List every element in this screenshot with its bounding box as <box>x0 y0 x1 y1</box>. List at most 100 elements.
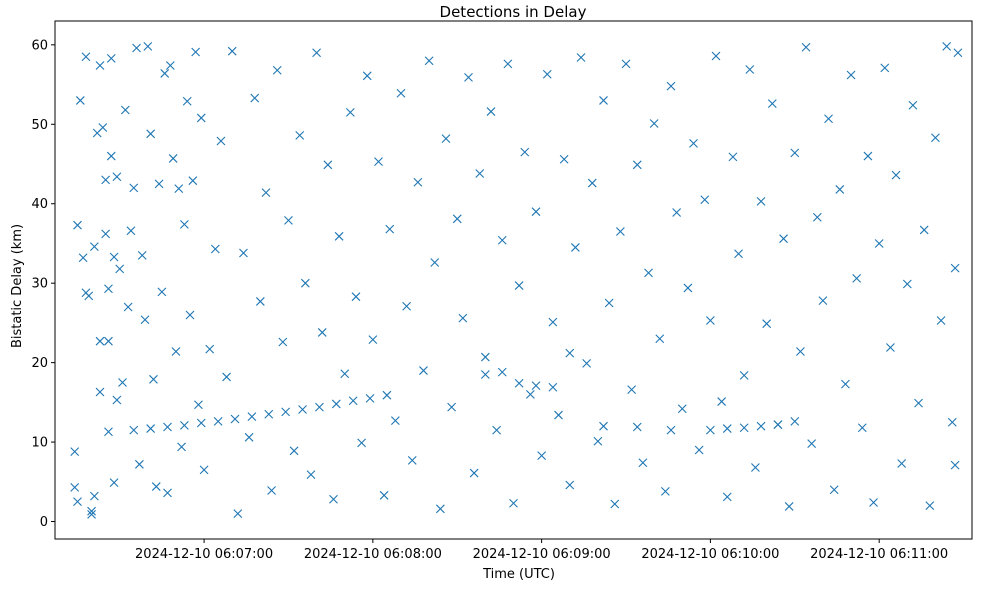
data-point <box>129 425 139 435</box>
data-point <box>210 244 220 254</box>
data-point <box>711 51 721 61</box>
data-point <box>247 412 257 422</box>
data-point <box>480 370 490 379</box>
data-point <box>480 352 490 362</box>
data-point <box>880 63 890 73</box>
data-point <box>188 176 198 186</box>
data-point <box>565 348 575 358</box>
data-point <box>857 423 867 433</box>
data-point <box>891 170 901 180</box>
data-point <box>734 249 743 259</box>
data-point <box>616 227 625 236</box>
data-point <box>334 231 344 241</box>
data-point <box>402 301 411 311</box>
data-point <box>717 397 727 406</box>
data-point <box>312 48 321 58</box>
data-point <box>171 347 181 356</box>
data-point <box>146 424 156 433</box>
data-point <box>284 216 293 225</box>
data-point <box>255 297 265 306</box>
data-point <box>728 152 738 162</box>
data-point <box>779 234 788 244</box>
data-point <box>81 52 91 62</box>
data-point <box>638 458 648 468</box>
data-point <box>537 451 547 460</box>
data-point <box>112 172 122 182</box>
data-point <box>115 264 125 274</box>
data-point <box>106 151 116 161</box>
data-point <box>796 347 805 356</box>
data-point <box>104 336 113 346</box>
data-point <box>89 491 99 501</box>
data-point <box>70 447 80 456</box>
data-point <box>149 374 158 384</box>
data-point <box>112 395 122 405</box>
data-point <box>666 81 676 91</box>
data-point <box>165 61 175 70</box>
data-point <box>213 417 223 426</box>
data-point <box>267 486 276 495</box>
y-tick-label: 10 <box>31 436 48 451</box>
data-point <box>582 359 592 368</box>
data-point <box>919 225 929 235</box>
data-point <box>233 509 243 518</box>
x-tick-label: 2024-12-10 06:07:00 <box>135 547 273 562</box>
data-point <box>706 316 715 325</box>
data-point <box>447 402 457 412</box>
data-point <box>180 421 189 430</box>
y-tick-label: 40 <box>31 197 48 212</box>
y-tick-label: 50 <box>31 118 48 133</box>
data-point <box>745 65 755 74</box>
data-point <box>435 504 445 514</box>
data-point <box>801 42 811 52</box>
data-point <box>610 499 620 509</box>
data-point <box>323 160 333 170</box>
data-point <box>531 381 541 391</box>
data-point <box>104 284 113 294</box>
data-point <box>807 439 817 449</box>
data-point <box>936 316 946 325</box>
data-point <box>182 96 192 106</box>
data-point <box>706 425 715 435</box>
data-point <box>950 263 960 273</box>
data-point <box>205 344 215 354</box>
data-point <box>497 367 507 377</box>
data-point <box>390 416 400 426</box>
data-point <box>345 107 355 117</box>
data-point <box>118 378 127 387</box>
y-axis: 0 10 20 30 40 50 60 <box>31 38 55 530</box>
data-point <box>661 486 670 496</box>
data-point <box>700 195 710 205</box>
data-point <box>419 366 428 375</box>
y-tick-label: 30 <box>31 277 48 292</box>
data-point <box>542 69 552 79</box>
data-point <box>222 372 231 382</box>
data-point <box>239 248 248 258</box>
data-point <box>374 157 383 167</box>
data-point <box>931 133 940 143</box>
data-point <box>151 482 161 491</box>
data-point <box>300 278 310 288</box>
data-point <box>570 243 580 252</box>
data-point <box>874 239 884 248</box>
data-point <box>146 129 156 139</box>
x-tick-label: 2024-12-10 06:10:00 <box>641 547 779 562</box>
data-point <box>694 445 704 455</box>
y-tick-label: 20 <box>31 356 48 371</box>
data-point <box>348 396 358 406</box>
data-point <box>191 47 201 57</box>
data-point <box>756 421 766 431</box>
data-point <box>101 175 111 185</box>
data-point <box>216 136 226 146</box>
axes-frame <box>54 20 973 540</box>
data-point <box>126 226 136 236</box>
data-point <box>722 424 732 433</box>
data-point <box>739 423 749 433</box>
data-point <box>672 208 682 217</box>
data-point <box>632 160 642 170</box>
data-point <box>593 436 603 446</box>
data-point <box>185 310 195 320</box>
data-point <box>548 317 558 327</box>
data-point <box>106 53 116 63</box>
